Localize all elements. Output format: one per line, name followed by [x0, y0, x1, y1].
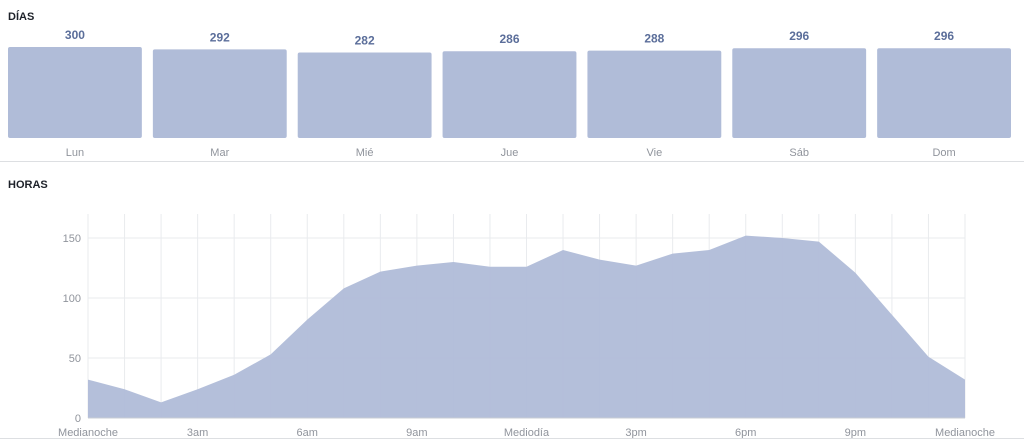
- days-section-title: DÍAS: [8, 11, 35, 23]
- day-label: Vie: [647, 147, 663, 159]
- bar-value-label: 286: [499, 32, 519, 46]
- y-tick-label: 0: [75, 413, 81, 425]
- y-tick-label: 150: [63, 233, 81, 245]
- section-divider: [0, 161, 1024, 162]
- y-tick-label: 50: [69, 353, 81, 365]
- bar-sáb[interactable]: [732, 48, 867, 138]
- x-tick-label: Mediodía: [504, 427, 550, 438]
- bottom-divider: [0, 438, 1024, 439]
- x-tick-label: Medianoche: [58, 427, 118, 438]
- x-tick-label: 6am: [297, 427, 318, 438]
- bar-mié[interactable]: [297, 52, 432, 138]
- x-tick-label: 9pm: [845, 427, 866, 438]
- day-label: Dom: [932, 147, 955, 159]
- y-tick-label: 100: [63, 293, 81, 305]
- day-label: Sáb: [789, 147, 809, 159]
- bar-value-label: 292: [210, 30, 230, 44]
- x-tick-label: 3am: [187, 427, 208, 438]
- bar-value-label: 296: [934, 29, 954, 43]
- x-tick-label: 6pm: [735, 427, 756, 438]
- day-label: Mié: [356, 147, 374, 159]
- day-label: Lun: [66, 147, 84, 159]
- day-label: Jue: [501, 147, 519, 159]
- days-bar-chart: 300 Lun 292 Mar 282 Mié 286 Jue 288 Vie 296 Sáb 296 D…: [8, 28, 1011, 159]
- hours-area-series[interactable]: [88, 235, 965, 418]
- bar-value-label: 288: [644, 32, 664, 46]
- bar-value-label: 296: [789, 29, 809, 43]
- bar-jue[interactable]: [442, 51, 577, 138]
- x-tick-label: Medianoche: [935, 427, 995, 438]
- bar-value-label: 282: [355, 33, 375, 47]
- bar-mar[interactable]: [152, 49, 287, 138]
- hours-section-title: HORAS: [8, 179, 48, 191]
- x-tick-label: 3pm: [625, 427, 646, 438]
- bar-value-label: 300: [65, 28, 85, 42]
- hours-area-chart: 0 50 100 150 Medianoche 3am 6am 9am Mediodía 3pm 6…: [58, 214, 995, 438]
- x-tick-label: 9am: [406, 427, 427, 438]
- bar-dom[interactable]: [877, 48, 1011, 138]
- bar-lun[interactable]: [8, 47, 142, 138]
- bar-vie[interactable]: [587, 50, 722, 138]
- day-label: Mar: [210, 147, 229, 159]
